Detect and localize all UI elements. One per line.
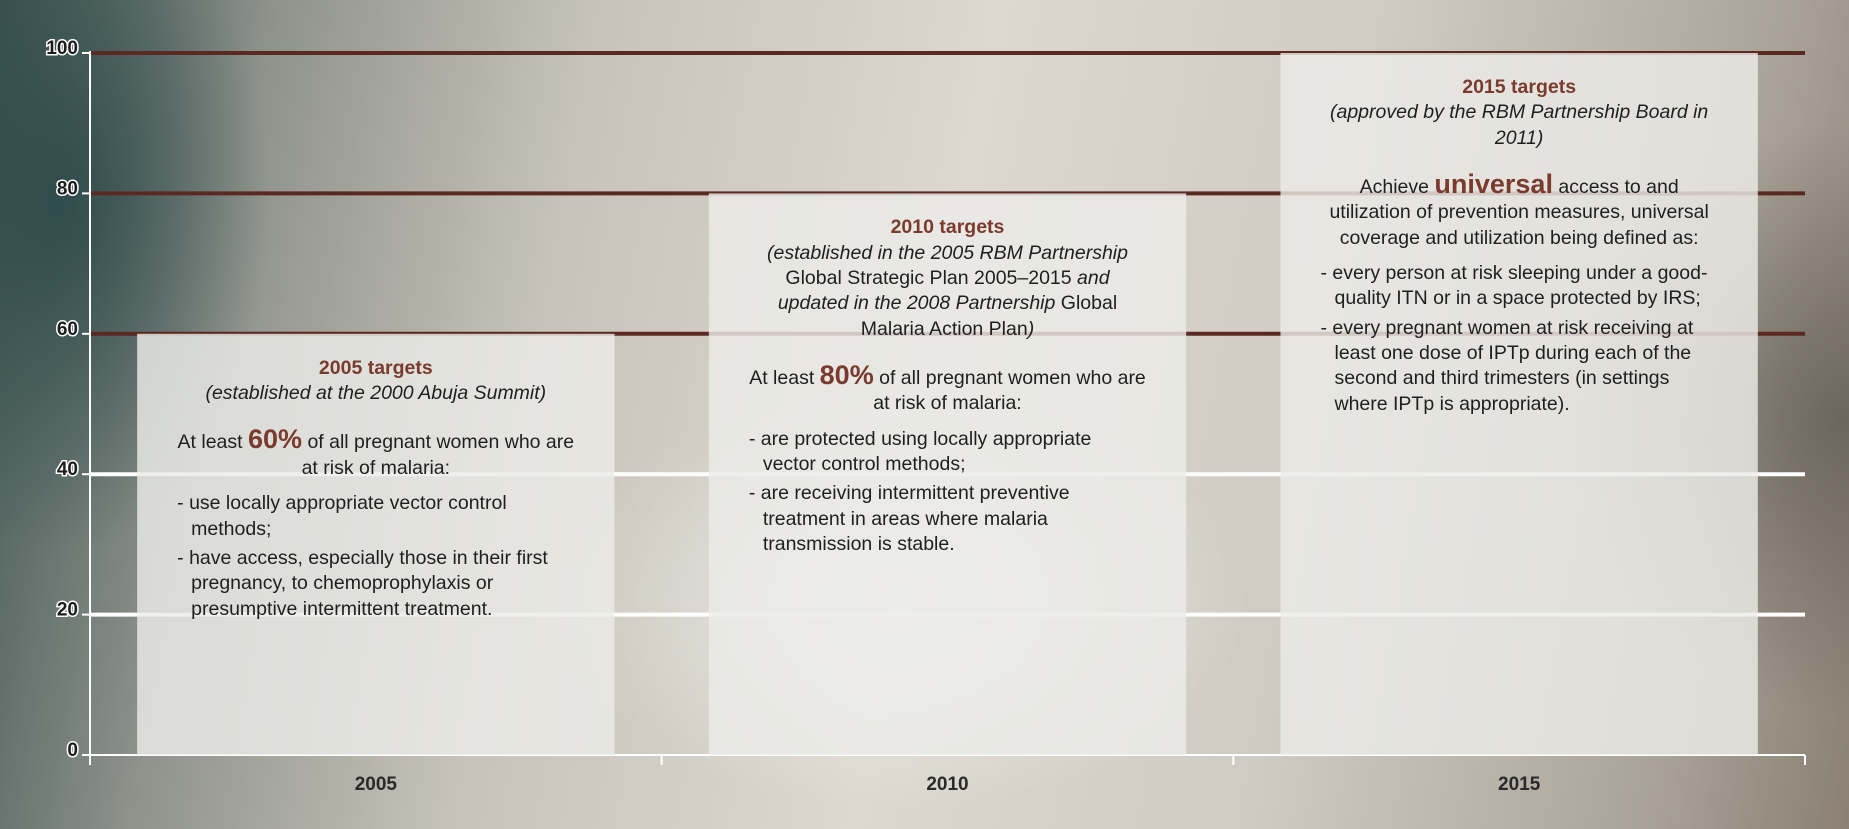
annotation-intro: At least 80% of all pregnant women who a… <box>749 362 1146 417</box>
intro-text: Achieve <box>1359 176 1435 199</box>
x-tick-label: 2015 <box>1498 774 1541 795</box>
y-tick-label: 60 <box>57 319 78 340</box>
y-tick-label: 20 <box>57 600 78 621</box>
y-tick-label: 40 <box>57 459 78 480</box>
intro-text: At least <box>749 367 820 390</box>
intro-text: access to and utilization of prevention … <box>1329 176 1709 249</box>
annotation-bullet: - are protected using locally appropriat… <box>748 427 1092 476</box>
annotation-heading: 2010 targets <box>890 216 1005 239</box>
intro-highlight: universal <box>1434 169 1553 200</box>
subtitle-part: (established at the 2000 Abuja Summit) <box>205 382 547 405</box>
y-tick-label: 80 <box>57 178 78 199</box>
intro-highlight: 80% <box>819 360 874 391</box>
intro-highlight: 60% <box>247 424 303 455</box>
subtitle-part: (approved by the RBM Partnership Board i… <box>1330 101 1709 149</box>
subtitle-part: Global Strategic Plan 2005–2015 <box>785 267 1072 290</box>
bar <box>137 333 615 755</box>
y-tick-label: 100 <box>46 38 78 59</box>
bar-annotation: 2015 targets (approved by the RBM Partner… <box>1320 75 1717 421</box>
x-tick-label: 2010 <box>926 774 968 795</box>
x-tick-label: 2005 <box>355 774 398 795</box>
intro-text: of all pregnant women who are at risk of… <box>873 367 1146 415</box>
annotation-heading: 2015 targets <box>1462 76 1577 98</box>
annotation-bullet: - every person at risk sleeping under a … <box>1320 262 1708 310</box>
annotation-bullet: - use locally appropriate vector control… <box>177 492 507 540</box>
bar-annotation: 2010 targets (established in the 2005 RBM… <box>749 215 1146 561</box>
subtitle-part: (established in the 2005 RBM Partnership <box>767 241 1128 264</box>
annotation-intro: At least 60% of all pregnant women who a… <box>177 424 575 481</box>
intro-text: At least <box>177 431 248 454</box>
bar <box>708 193 1187 755</box>
y-tick-label: 0 <box>67 740 78 761</box>
subtitle-part: ) <box>1027 317 1035 340</box>
annotation-subtitle: (approved by the RBM Partnership Board i… <box>1320 100 1717 151</box>
bar <box>1280 53 1758 755</box>
annotation-bullet: - every pregnant women at risk receiving… <box>1320 316 1694 415</box>
annotation-bullet: - are receiving intermittent preventive … <box>748 482 1070 556</box>
subtitle-part: and updated in the 2008 Partnership <box>777 267 1110 315</box>
annotation-bullet: - have access, especially those in their… <box>177 546 548 620</box>
annotation-intro: Achieve universal access to and utilizat… <box>1320 171 1717 251</box>
annotation-subtitle: (established at the 2000 Abuja Summit) <box>177 381 574 406</box>
annotation-subtitle: (established in the 2005 RBM Partnership… <box>749 241 1146 342</box>
subtitle-part: Global Malaria Action Plan <box>860 292 1118 340</box>
annotation-heading: 2005 targets <box>318 356 433 379</box>
bar-annotation: 2005 targets (established at the 2000 Abu… <box>177 356 574 626</box>
intro-text: of all pregnant women who are at risk of… <box>301 431 575 479</box>
